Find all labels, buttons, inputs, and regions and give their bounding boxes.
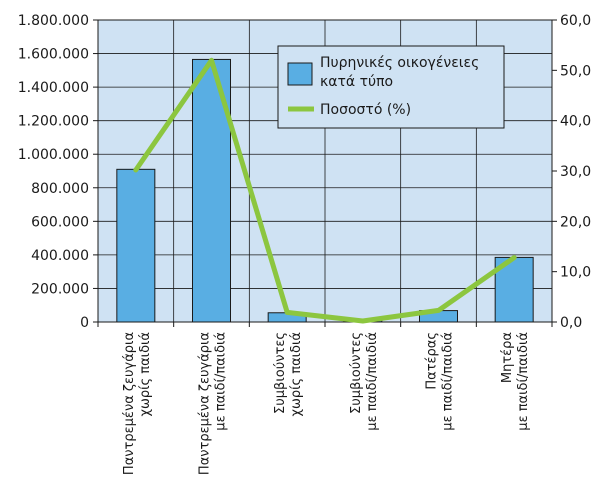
left-axis-tick-label: 1.400.000 — [18, 80, 89, 96]
line-point — [134, 168, 137, 171]
legend-bar-swatch — [287, 62, 313, 86]
category-label: Πατέρας — [425, 332, 440, 390]
line-point — [286, 311, 289, 314]
legend-box — [277, 45, 505, 129]
category-label: Μητέρα — [500, 332, 515, 383]
right-axis-tick-label: 50,0 — [560, 63, 591, 79]
right-axis-tick-label: 10,0 — [560, 265, 591, 281]
legend-bar-label-line2: κατά τύπο — [320, 74, 393, 90]
right-axis-tick-label: 20,0 — [560, 214, 591, 230]
category-label: Συμβιούντες — [273, 332, 288, 414]
right-axis-tick-label: 60,0 — [560, 13, 591, 29]
category-label: χωρίς παιδιά — [289, 332, 304, 417]
line-point — [210, 59, 213, 62]
category-label: Παντρεμένα ζευγάρια — [198, 332, 213, 475]
left-axis-tick-label: 0 — [80, 315, 89, 331]
legend-line-label: Ποσοστό (%) — [320, 102, 411, 118]
category-label: με παιδί/παιδιά — [441, 332, 456, 431]
line-point — [361, 319, 364, 322]
category-label: Συμβιούντες — [349, 332, 364, 414]
line-point — [513, 256, 516, 259]
right-axis-tick-label: 30,0 — [560, 164, 591, 180]
left-axis-tick-label: 800.000 — [31, 181, 89, 197]
line-series-percent — [133, 57, 517, 324]
category-label: με παιδί/παιδιά — [214, 332, 229, 431]
legend-bar-label-line1: Πυρηνικές οικογένειες — [320, 55, 479, 71]
category-label: με παιδί/παιδιά — [365, 332, 380, 431]
category-label: χωρίς παιδιά — [138, 332, 153, 417]
left-axis-tick-label: 1.000.000 — [18, 147, 89, 163]
line-point — [437, 309, 440, 312]
right-axis-tick-label: 0,0 — [560, 315, 582, 331]
category-label: Παντρεμένα ζευγάρια — [122, 332, 137, 475]
category-label: με παιδί/παιδιά — [516, 332, 531, 431]
left-axis-tick-label: 600.000 — [31, 214, 89, 230]
bar — [116, 168, 156, 323]
right-axis-tick-label: 40,0 — [560, 114, 591, 130]
left-axis-tick-label: 200.000 — [31, 281, 89, 297]
left-axis-tick-label: 1.600.000 — [18, 47, 89, 63]
left-axis-tick-label: 400.000 — [31, 248, 89, 264]
left-axis-tick-label: 1.200.000 — [18, 114, 89, 130]
left-axis-tick-label: 1.800.000 — [18, 13, 89, 29]
